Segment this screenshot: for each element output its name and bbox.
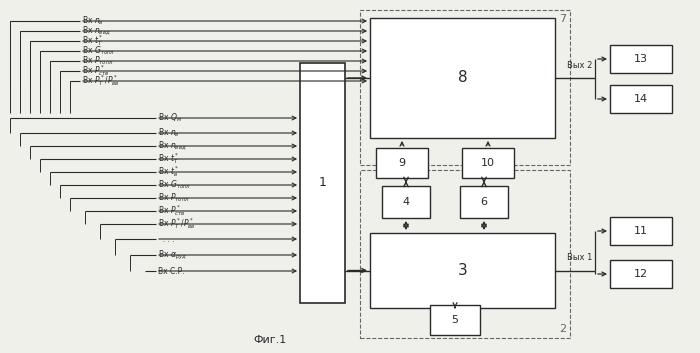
Text: 14: 14 [634,94,648,104]
Text: Вх $P_{топл}$: Вх $P_{топл}$ [82,55,114,67]
Text: . . .: . . . [158,234,174,244]
Bar [382,186,430,218]
Text: Вх $n_{ввд}$: Вх $n_{ввд}$ [158,140,187,152]
Bar [610,260,672,288]
Text: Фиг.1: Фиг.1 [253,335,286,345]
Text: Вых 1: Вых 1 [567,253,592,263]
Text: Вх $G_{топл}$: Вх $G_{топл}$ [158,179,191,191]
Text: Вх $P^*_T/P^*_{вв}$: Вх $P^*_T/P^*_{вв}$ [158,216,195,232]
Text: Вх $Q_м$: Вх $Q_м$ [158,112,182,124]
Text: 7: 7 [559,14,566,24]
Bar [300,63,345,303]
Text: 13: 13 [634,54,648,64]
Bar [610,85,672,113]
Bar [370,233,555,308]
Bar [462,148,514,178]
Text: Вх $P^*_T/P^*_{вв}$: Вх $P^*_T/P^*_{вв}$ [82,73,120,89]
Bar [610,217,672,245]
Bar [460,186,508,218]
Text: 12: 12 [634,269,648,279]
Text: 11: 11 [634,226,648,236]
Text: Вх $n_в$: Вх $n_в$ [158,127,180,139]
Text: Вх $P^*_{ств}$: Вх $P^*_{ств}$ [158,204,186,219]
Text: Вх $n_{ввд}$: Вх $n_{ввд}$ [82,25,111,37]
Bar [376,148,428,178]
Text: 3: 3 [458,263,468,278]
Text: Вх $t^*_T$: Вх $t^*_T$ [82,34,104,48]
Text: Вх $\alpha_{руд}$: Вх $\alpha_{руд}$ [158,249,187,262]
Text: 6: 6 [480,197,487,207]
Text: 4: 4 [402,197,409,207]
Bar [360,10,570,165]
Bar [370,18,555,138]
Bar [610,45,672,73]
Text: Вх $P^*_{ств}$: Вх $P^*_{ств}$ [82,64,110,78]
Text: Вх $n_в$: Вх $n_в$ [82,15,104,27]
Text: Вх $t^*_в$: Вх $t^*_в$ [158,164,179,179]
Text: 10: 10 [481,158,495,168]
Text: Вх $t^*_T$: Вх $t^*_T$ [158,151,179,167]
Bar [430,305,480,335]
Text: 2: 2 [559,324,566,334]
Text: 5: 5 [452,315,458,325]
Text: Вых 2: Вых 2 [567,61,592,70]
Text: 1: 1 [318,176,326,190]
Text: Вх $G_{топл}$: Вх $G_{топл}$ [82,45,116,57]
Text: 8: 8 [458,71,468,85]
Text: Вх С.Р.: Вх С.Р. [158,267,185,275]
Bar [360,170,570,338]
Text: Вх $P_{топл}$: Вх $P_{топл}$ [158,192,190,204]
Text: 9: 9 [398,158,405,168]
